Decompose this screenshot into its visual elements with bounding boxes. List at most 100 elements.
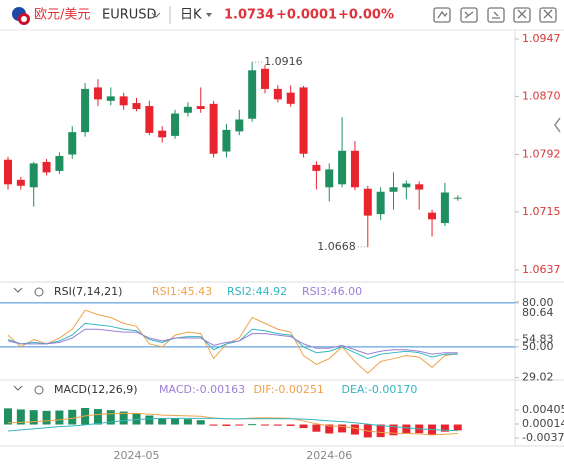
line-series bbox=[7, 328, 458, 355]
settings-icon[interactable] bbox=[34, 287, 44, 297]
symbol: EURUSD bbox=[102, 8, 157, 23]
y-tick-label: 50.00 bbox=[522, 340, 554, 353]
macd-bar bbox=[350, 424, 359, 435]
candle-body bbox=[338, 150, 347, 185]
candle-body bbox=[183, 106, 192, 113]
tool-button[interactable] bbox=[433, 7, 451, 23]
dropdown-caret[interactable] bbox=[151, 12, 161, 18]
tool-button[interactable] bbox=[460, 7, 478, 23]
y-tick-label: 29.02 bbox=[522, 371, 554, 384]
macd-bar bbox=[209, 424, 218, 426]
change: +0.0001 bbox=[276, 8, 337, 23]
macd-bar bbox=[119, 411, 128, 425]
line-series bbox=[7, 322, 458, 360]
candle-body bbox=[248, 70, 257, 119]
macd-bar bbox=[273, 424, 282, 426]
candle-body bbox=[299, 87, 308, 154]
legend-entry: DIF:-0.00251 bbox=[254, 383, 324, 396]
macd-bar bbox=[235, 424, 244, 426]
candle-body bbox=[325, 169, 334, 188]
flag-icon bbox=[12, 7, 30, 25]
macd-bar bbox=[68, 409, 77, 425]
panel-icons bbox=[13, 287, 44, 395]
period[interactable]: 日K bbox=[180, 8, 202, 23]
line-series bbox=[7, 417, 458, 432]
macd-bar bbox=[183, 419, 192, 425]
y-tick-label: 1.0792 bbox=[522, 148, 561, 161]
candle-body bbox=[171, 113, 180, 136]
legend-entry: MACD:-0.00163 bbox=[159, 383, 245, 396]
candle-body bbox=[273, 88, 282, 100]
macd-bar bbox=[222, 424, 231, 426]
macd-bar bbox=[196, 420, 205, 425]
y-tick-label: 1.0870 bbox=[522, 89, 561, 102]
macd-bar bbox=[440, 424, 449, 432]
candle-body bbox=[158, 130, 167, 138]
macd-bar bbox=[93, 409, 102, 425]
candle-body bbox=[363, 188, 372, 216]
macd-bar bbox=[286, 424, 295, 426]
y-tick-label: 1.0947 bbox=[522, 32, 561, 45]
candle-body bbox=[376, 191, 385, 215]
candle-body bbox=[132, 103, 141, 110]
legend-entry: RSI2:44.92 bbox=[227, 285, 287, 298]
candle-body bbox=[261, 68, 269, 89]
settings-icon[interactable] bbox=[34, 385, 44, 395]
tool-button[interactable] bbox=[513, 7, 531, 23]
legend-entry: DEA:-0.00170 bbox=[342, 383, 418, 396]
tool-button[interactable] bbox=[487, 7, 505, 23]
y-tick-label: 54.83 bbox=[522, 333, 554, 346]
candle-body bbox=[209, 103, 218, 154]
candle-body bbox=[440, 192, 449, 224]
min-annotation: 1.0668 bbox=[317, 240, 356, 253]
macd-bar bbox=[4, 408, 12, 425]
y-tick-label: -0.00377 bbox=[522, 431, 564, 444]
x-tick-label: 2024-05 bbox=[114, 449, 160, 462]
pair-name: 欧元/美元 bbox=[34, 8, 90, 23]
macd-bar bbox=[106, 410, 115, 425]
candle-body bbox=[16, 179, 25, 186]
candle-body bbox=[196, 106, 205, 110]
panel-title: RSI(7,14,21) bbox=[54, 285, 122, 298]
tool-button[interactable] bbox=[539, 7, 557, 23]
macd-bar bbox=[145, 415, 154, 425]
panel-title: MACD(12,26,9) bbox=[54, 383, 138, 396]
macd-bar bbox=[312, 424, 321, 432]
y-tick-label: 80.00 bbox=[522, 296, 554, 309]
macd-bar bbox=[402, 424, 411, 434]
candle-body bbox=[402, 183, 411, 188]
candle-body bbox=[389, 187, 398, 192]
y-tick-label: 1.0715 bbox=[522, 205, 561, 218]
macd-bar bbox=[453, 424, 462, 431]
max-annotation: 1.0916 bbox=[264, 55, 303, 68]
candle-body bbox=[55, 155, 64, 171]
candle-body bbox=[286, 92, 295, 104]
collapse-arrow[interactable] bbox=[554, 117, 561, 133]
macd-bar bbox=[299, 424, 308, 429]
macd-bar bbox=[338, 424, 347, 433]
price: 1.0734 bbox=[224, 8, 274, 23]
macd-bar bbox=[376, 424, 385, 438]
collapse-icon[interactable] bbox=[13, 287, 23, 293]
legend-entry: RSI1:45.43 bbox=[152, 285, 212, 298]
candle-body bbox=[81, 88, 90, 133]
collapse-icon[interactable] bbox=[13, 385, 23, 391]
line-series bbox=[7, 309, 458, 374]
macd-bar bbox=[55, 410, 64, 425]
candle-body bbox=[222, 129, 231, 152]
change-pct: +0.00% bbox=[338, 8, 394, 23]
period-caret[interactable] bbox=[206, 13, 212, 17]
macd-bar bbox=[389, 424, 398, 436]
y-tick-label: 1.0637 bbox=[522, 263, 561, 276]
candle-body bbox=[428, 212, 437, 220]
macd-bar bbox=[248, 424, 257, 426]
candle-body bbox=[29, 163, 38, 188]
y-tick-label: 0.00405 bbox=[522, 403, 564, 416]
toolbar bbox=[433, 7, 557, 23]
macd-bar bbox=[158, 418, 167, 425]
candle-body bbox=[4, 159, 12, 185]
candle-body bbox=[93, 87, 102, 100]
candle-body bbox=[119, 96, 128, 106]
